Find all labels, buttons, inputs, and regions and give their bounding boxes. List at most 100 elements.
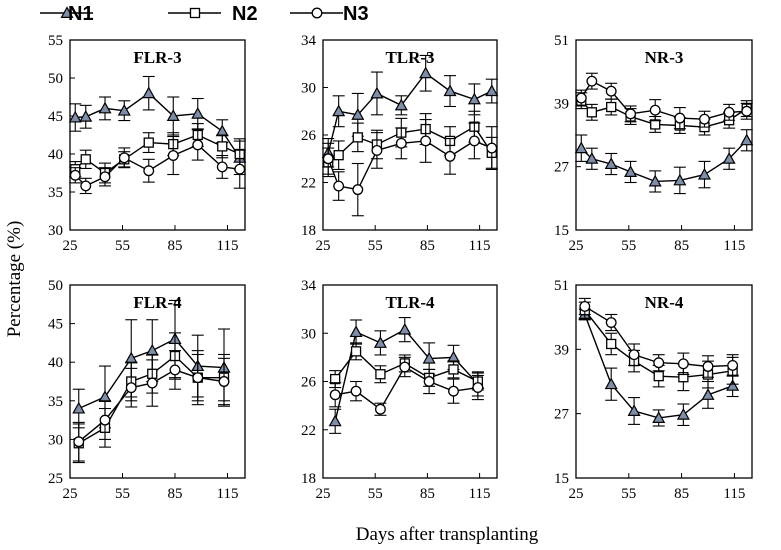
- data-point: [702, 361, 714, 372]
- data-point: [398, 322, 412, 335]
- data-point: [586, 75, 598, 87]
- data-point: [741, 105, 753, 117]
- data-point: [328, 414, 342, 427]
- data-point: [374, 403, 386, 415]
- x-tick-label: 85: [168, 238, 183, 254]
- data-point: [68, 110, 82, 123]
- panel-title: FLR-3: [133, 48, 181, 67]
- y-tick-label: 50: [48, 71, 63, 87]
- data-point: [99, 171, 111, 183]
- data-point: [586, 107, 597, 118]
- data-point: [399, 361, 411, 373]
- data-point: [350, 346, 362, 357]
- panel-title: TLR-3: [385, 48, 434, 67]
- data-point: [352, 132, 363, 143]
- x-tick-label: 25: [63, 238, 78, 254]
- x-axis-title: Days after transplanting: [356, 524, 539, 545]
- panel-title: FLR-4: [133, 293, 182, 312]
- data-point: [605, 317, 617, 328]
- data-point: [352, 184, 364, 196]
- data-point: [394, 98, 408, 111]
- data-point: [585, 152, 599, 164]
- series-n1: [328, 317, 485, 434]
- data-point: [143, 137, 154, 148]
- series-n3: [329, 356, 484, 416]
- data-point: [722, 152, 736, 164]
- series-line: [327, 125, 493, 163]
- data-point: [652, 411, 666, 423]
- data-point: [443, 84, 457, 97]
- series-n1: [68, 75, 247, 176]
- data-point: [167, 150, 179, 161]
- data-point: [419, 66, 433, 79]
- data-point: [329, 389, 341, 401]
- panel-tlr-4: 18 22 26 30 34 25 55 85 115 TLR-4: [301, 278, 498, 502]
- data-point: [349, 325, 363, 338]
- x-tick-label: 55: [115, 238, 130, 254]
- panel-title: NR-3: [645, 48, 684, 67]
- x-tick-label: 115: [469, 486, 491, 502]
- data-point: [117, 103, 131, 116]
- series-line: [580, 139, 748, 183]
- data-point: [676, 408, 690, 420]
- y-tick-label: 35: [48, 394, 63, 410]
- legend-item-n3: N3: [290, 3, 369, 25]
- data-point: [444, 150, 456, 162]
- data-point: [648, 174, 662, 187]
- x-tick-label: 85: [420, 238, 435, 254]
- legend: N1 N2 N3: [40, 3, 369, 25]
- plot-frame: [69, 284, 246, 479]
- x-tick-label: 115: [723, 486, 745, 502]
- data-point: [395, 137, 407, 149]
- x-tick-label: 85: [674, 238, 689, 254]
- data-point: [218, 376, 230, 387]
- y-tick-label: 40: [48, 147, 63, 163]
- series-line: [580, 80, 747, 120]
- data-point: [574, 141, 588, 154]
- data-point: [146, 377, 158, 389]
- data-point: [422, 351, 436, 364]
- plot-frame: [322, 284, 498, 479]
- x-tick-label: 85: [674, 486, 689, 502]
- data-point: [472, 382, 484, 393]
- series-n1: [321, 54, 499, 168]
- data-point: [699, 113, 710, 125]
- data-point: [145, 343, 159, 356]
- legend-label-n3: N3: [343, 3, 369, 25]
- y-tick-label: 39: [554, 342, 569, 358]
- x-tick-label: 115: [469, 238, 491, 254]
- data-point: [192, 139, 204, 151]
- legend-item-n2: N2: [168, 3, 258, 25]
- legend-marker-square: [189, 7, 201, 19]
- panel-title: NR-4: [645, 293, 684, 312]
- y-tick-label: 51: [554, 278, 569, 294]
- data-point: [351, 108, 365, 120]
- x-tick-label: 25: [316, 238, 331, 254]
- data-point: [191, 106, 205, 119]
- x-tick-label: 115: [723, 238, 745, 254]
- y-tick-label: 39: [554, 96, 569, 112]
- y-tick-label: 15: [554, 471, 569, 487]
- plot-frame: [69, 39, 246, 231]
- data-point: [653, 357, 665, 369]
- data-point: [485, 84, 499, 97]
- panel-nr-3: 15 27 39 51 25 55 85 115 NR-3: [554, 33, 754, 254]
- data-point: [628, 349, 640, 361]
- x-tick-label: 115: [217, 486, 239, 502]
- data-point: [166, 109, 180, 122]
- data-point: [701, 388, 715, 400]
- data-point: [604, 377, 618, 390]
- legend-label-n2: N2: [232, 3, 258, 25]
- y-tick-label: 22: [301, 423, 316, 439]
- data-point: [726, 379, 740, 391]
- series-n3: [322, 119, 498, 217]
- y-tick-label: 18: [301, 223, 316, 239]
- data-point: [98, 390, 112, 402]
- series-line: [327, 140, 493, 191]
- legend-marker-circle: [311, 7, 323, 19]
- series-n1: [574, 129, 754, 195]
- y-tick-label: 34: [301, 33, 317, 49]
- data-point: [448, 364, 459, 375]
- x-tick-label: 85: [168, 486, 183, 502]
